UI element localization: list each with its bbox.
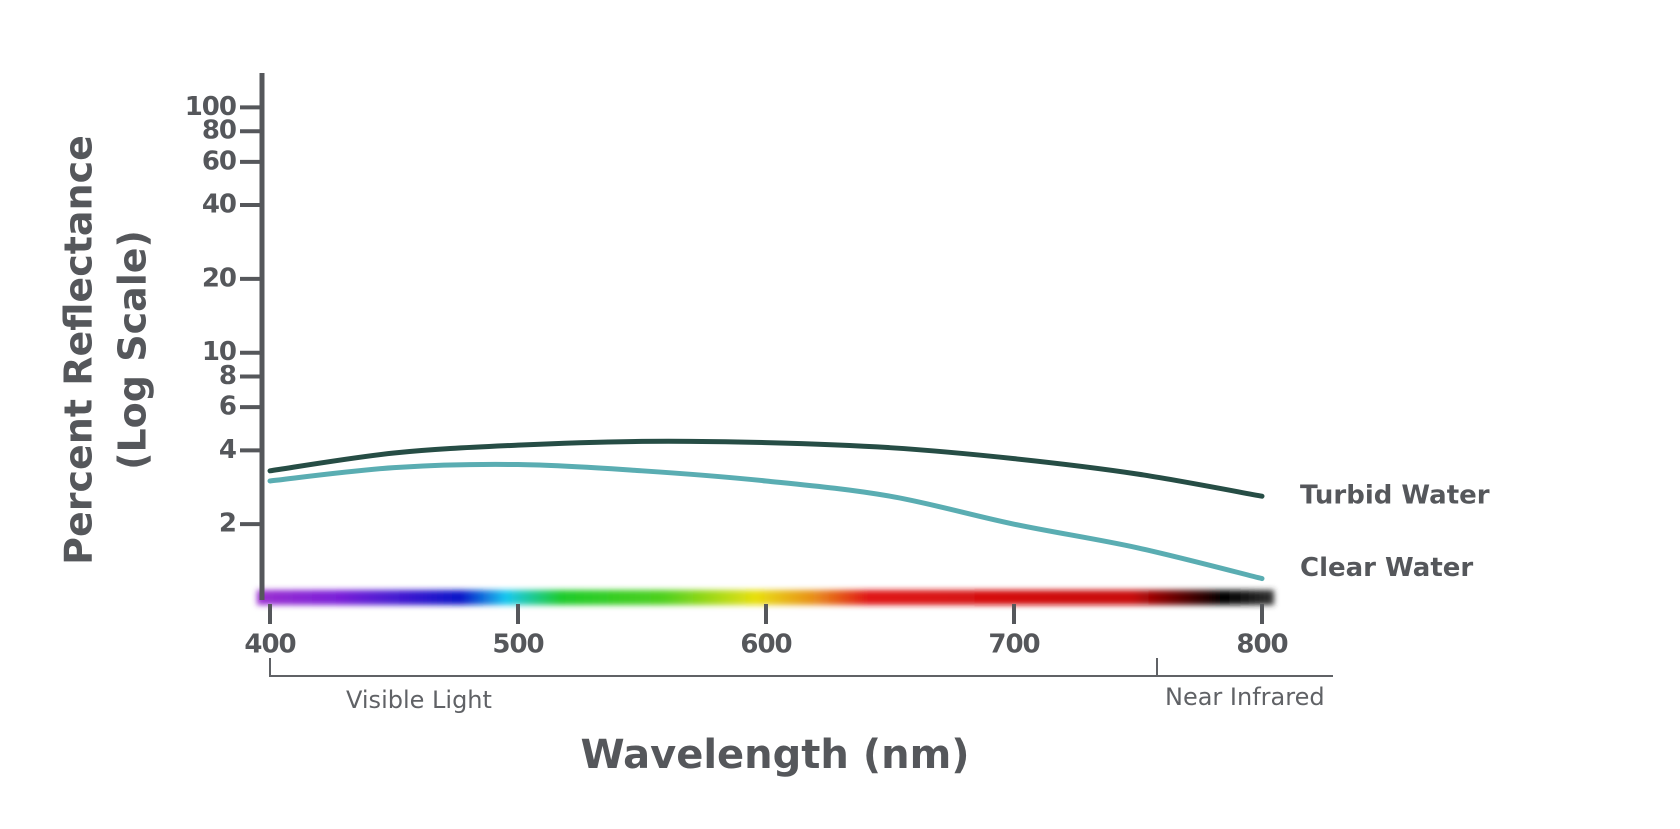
spectrum-bar <box>257 590 1274 605</box>
x-tick-label: 500 <box>492 630 543 660</box>
series-line <box>267 461 1265 582</box>
y-tick-label: 100 <box>185 92 236 122</box>
y-tick-label: 8 <box>219 361 236 391</box>
y-tick-label: 60 <box>202 146 236 176</box>
y-axis-title: Percent Reflectance (Log Scale) <box>57 135 155 565</box>
y-tick-label: 40 <box>202 190 236 220</box>
series-line <box>267 438 1265 499</box>
y-tick-label: 10 <box>202 337 236 367</box>
x-tick-label: 700 <box>988 630 1039 660</box>
y-tick-label: 80 <box>202 116 236 146</box>
x-tick-label: 800 <box>1236 630 1287 660</box>
series-label: Clear Water <box>1300 553 1473 583</box>
y-tick-label: 4 <box>219 435 236 465</box>
x-tick-label: 400 <box>244 630 295 660</box>
series-label: Turbid Water <box>1300 481 1490 511</box>
x-axis-title: Wavelength (nm) <box>580 732 969 778</box>
y-axis-title-line: Percent Reflectance <box>57 135 101 565</box>
x-tick-label: 600 <box>740 630 791 660</box>
y-axis-title-line: (Log Scale) <box>111 230 155 470</box>
y-tick-label: 20 <box>202 263 236 293</box>
range-bracket <box>269 658 1333 677</box>
annotation: Near Infrared <box>1165 683 1325 711</box>
y-tick-label: 2 <box>219 509 236 539</box>
y-tick-label: 6 <box>219 392 236 422</box>
annotation: Visible Light <box>346 686 492 714</box>
